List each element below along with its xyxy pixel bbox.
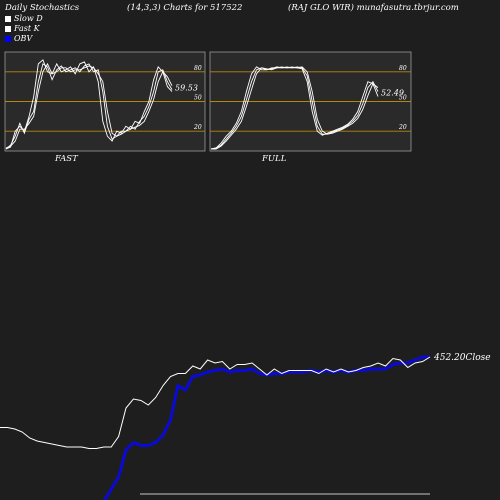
legend-obv: OBV [5, 34, 32, 43]
legend-slow-d: Slow D [5, 14, 43, 23]
fast-tick-label-50: 50 [194, 95, 202, 102]
full-panel: 20 50 80 52.49 [209, 51, 412, 152]
fast-value-label: 59.53 [175, 84, 198, 93]
legend-swatch-obv [5, 35, 11, 42]
full-tick-label-80: 80 [399, 65, 407, 72]
chart-title: Daily Stochastics [5, 3, 80, 13]
full-tick-label-50: 50 [399, 95, 407, 102]
legend-label-obv: OBV [14, 34, 33, 43]
obv-line [103, 355, 430, 500]
legend-swatch-fast-k [5, 25, 11, 32]
symbol-site: (RAJ GLO WIR) munafasutra.tbrjur.com [288, 3, 459, 13]
close-label: 452.20Close [433, 353, 491, 363]
legend-swatch-slow-d [5, 15, 11, 22]
fast-panel: 20 50 80 59.53 [4, 51, 206, 152]
legend-fast-k: Fast K [5, 24, 40, 33]
legend-label-fast-k: Fast K [14, 24, 40, 33]
full-tick-label-20: 20 [398, 124, 407, 131]
price-obv-panel: 452.20Close [0, 353, 491, 500]
full-panel-label: FULL [262, 154, 287, 164]
fast-series-line-1 [5, 63, 173, 150]
full-series-line-2 [211, 66, 379, 150]
legend-label-slow-d: Slow D [14, 14, 43, 23]
fast-series-line-0 [5, 59, 173, 150]
chart-params: (14,3,3) Charts for 517522 [127, 3, 243, 13]
close-price-line [0, 356, 431, 449]
full-value-label: 52.49 [381, 89, 404, 98]
fast-tick-label-80: 80 [194, 65, 202, 72]
fast-series-line-2 [5, 62, 173, 149]
fast-panel-label: FAST [55, 154, 78, 164]
fast-tick-label-20: 20 [193, 124, 202, 131]
